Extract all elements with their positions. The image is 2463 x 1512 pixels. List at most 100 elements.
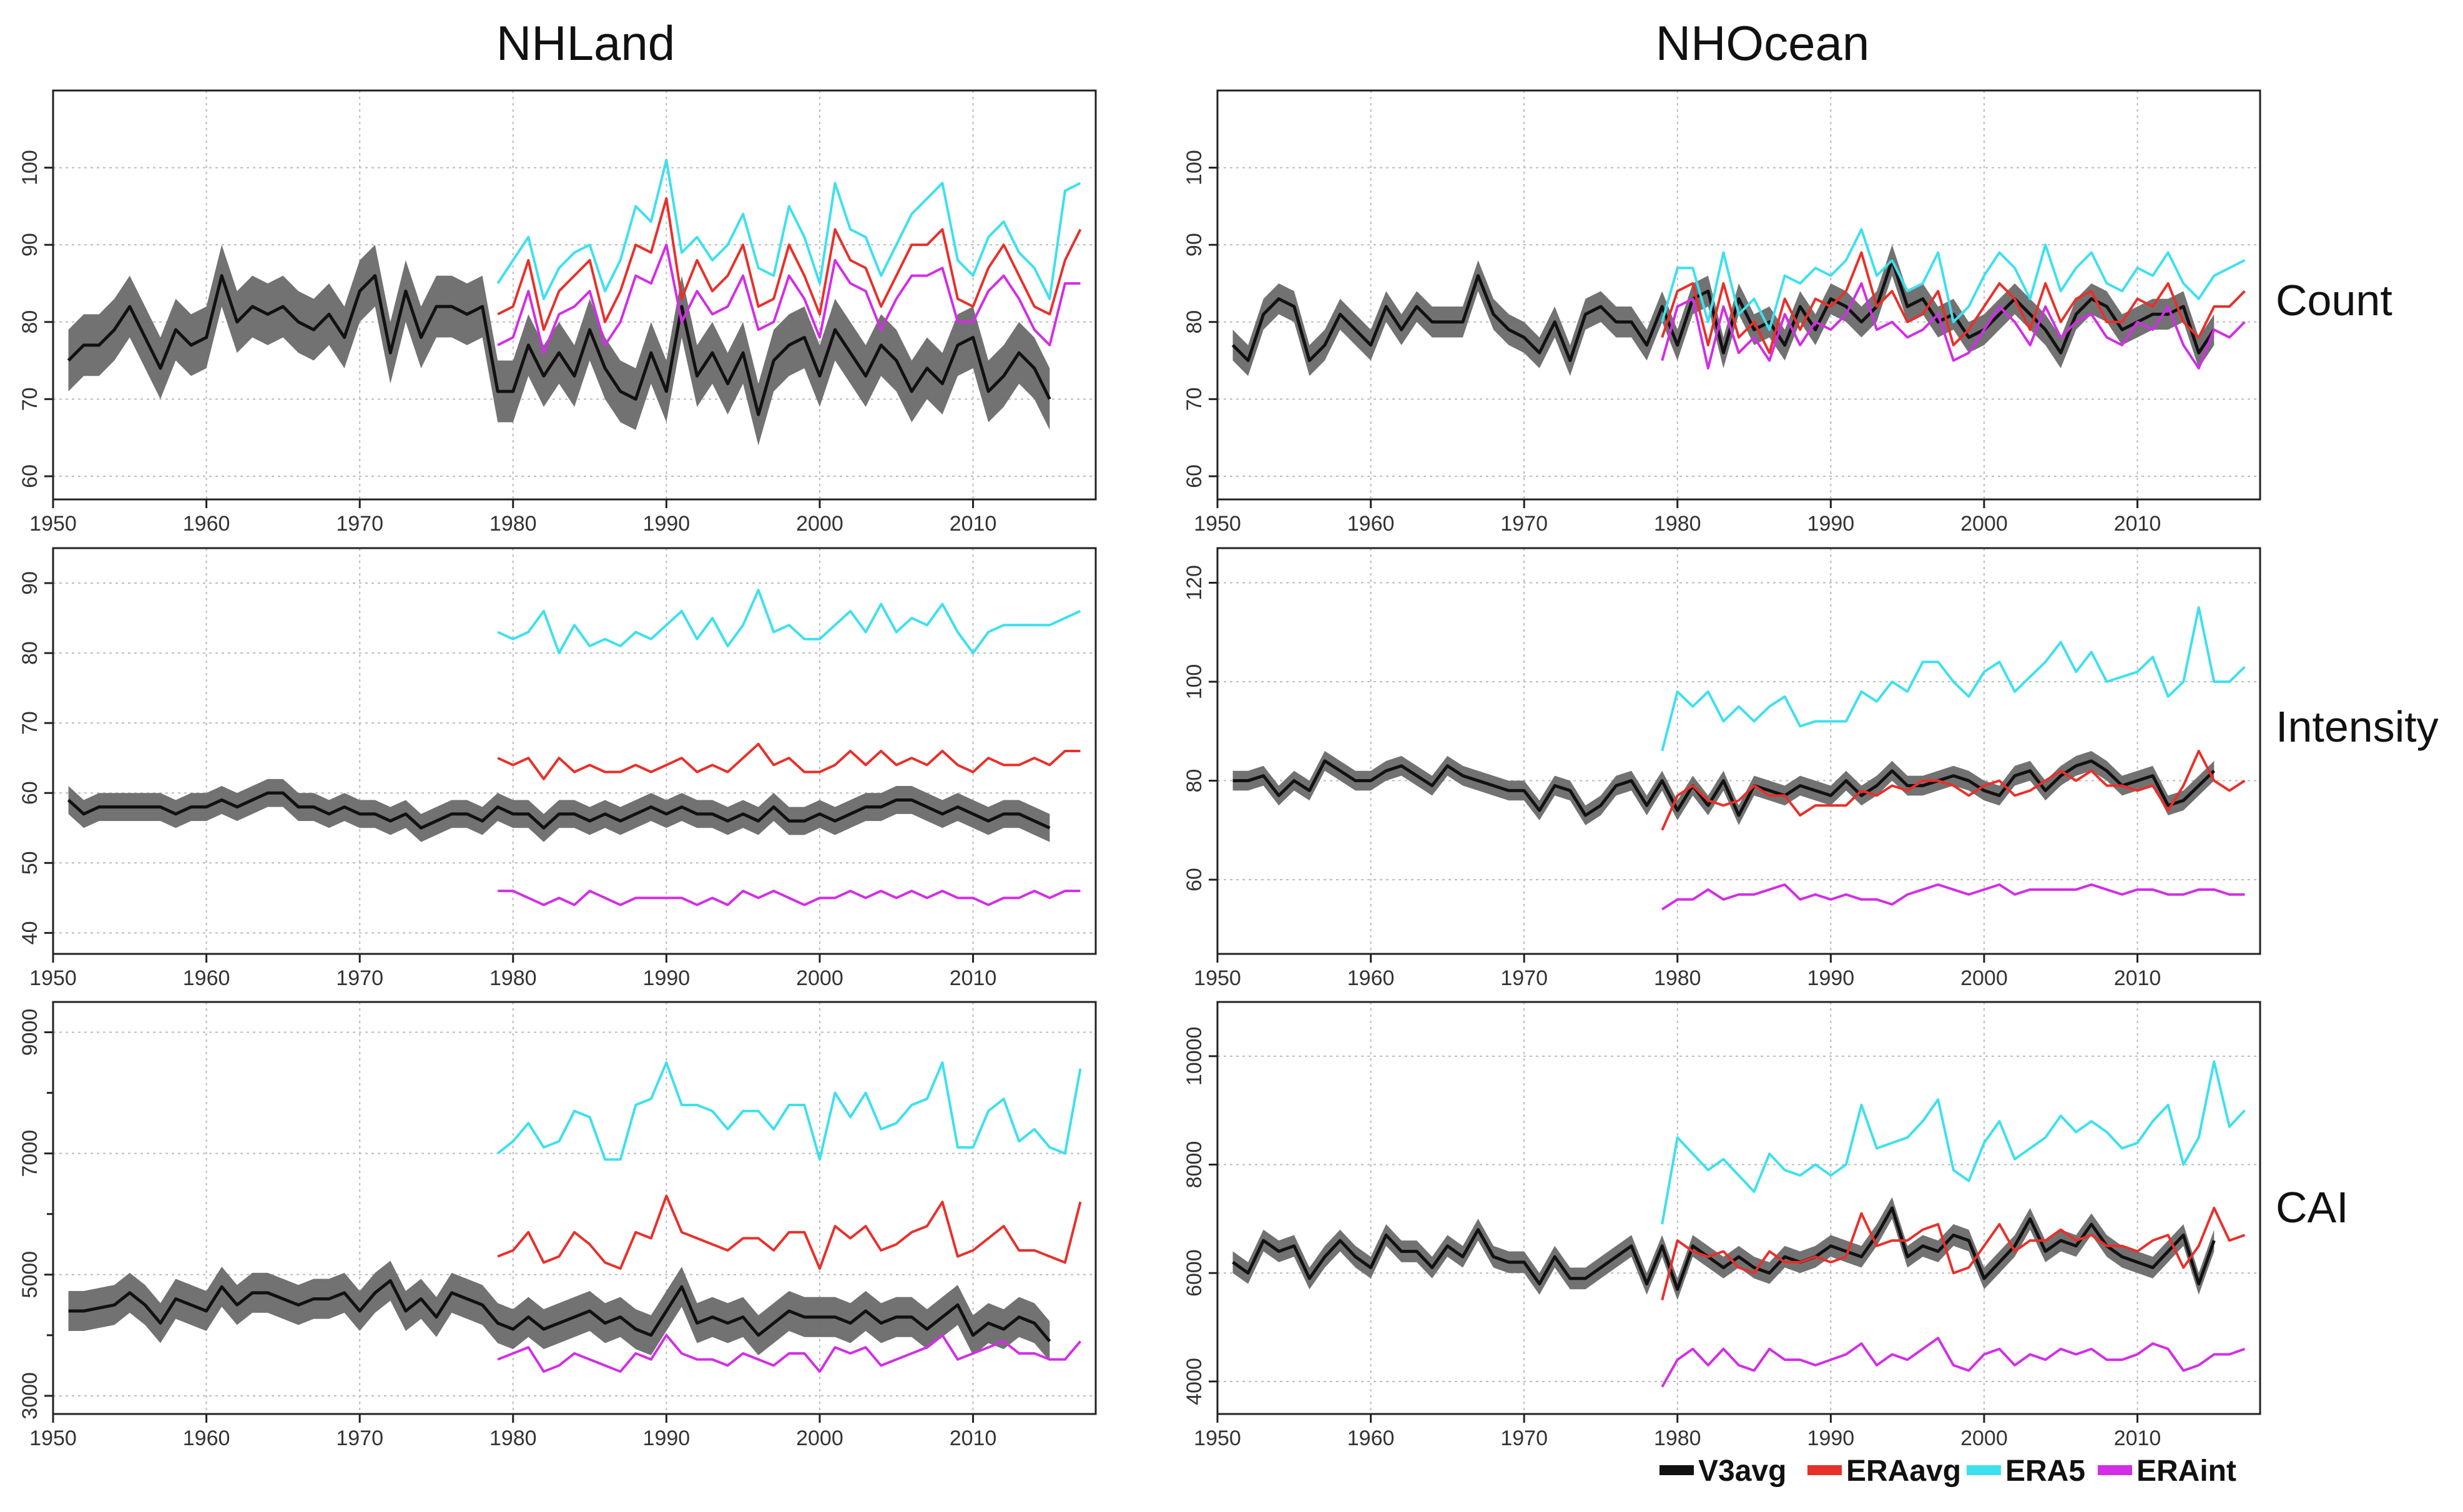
series-line-era5	[1661, 1060, 2246, 1225]
v3avg-uncertainty-band	[68, 245, 1050, 446]
y-tick-label: 80	[1182, 769, 1206, 793]
series-line-v3avg	[67, 274, 1051, 416]
x-tick-label: 1990	[643, 1426, 691, 1450]
x-tick-label: 1970	[336, 512, 383, 536]
legend-label-era5: ERA5	[2005, 1455, 2085, 1488]
column-title-nhocean: NHOcean	[1656, 16, 1869, 71]
series-line-v3avg	[1231, 258, 2216, 363]
x-tick-label: 2010	[2114, 966, 2161, 990]
y-tick-label: 60	[18, 464, 42, 488]
x-tick-label: 1950	[29, 966, 77, 990]
x-tick-label: 2010	[950, 512, 997, 536]
x-tick-label: 2000	[796, 512, 843, 536]
series-line-eraint	[1661, 282, 2246, 370]
x-tick-label: 2000	[1960, 1426, 2008, 1450]
x-tick-label: 1960	[183, 1426, 230, 1450]
y-tick-label: 9000	[18, 1009, 42, 1056]
x-tick-label: 1970	[1500, 1426, 1548, 1450]
row-label-count: Count	[2276, 276, 2392, 325]
plot-frame	[1216, 89, 2261, 501]
panel-nhland-intensity: 1950 1960 1970 1980 1990 2000 2010 40 50 60 70 80 90	[18, 547, 1097, 990]
series-line-eraint	[1661, 883, 2245, 911]
row-label-cai: CAI	[2276, 1183, 2349, 1232]
y-tick-label: 70	[18, 387, 42, 411]
x-tick-label: 2010	[2114, 512, 2161, 536]
series-line-era5	[496, 159, 1081, 300]
panel-nhocean-intensity: 1950 1960 1970 1980 1990 2000 2010 60 80 100 120	[1182, 547, 2261, 990]
y-tick-label: 10000	[1182, 1027, 1206, 1086]
x-tick-label: 2010	[950, 1426, 997, 1450]
series-line-eraint	[497, 243, 1081, 355]
series-line-v3avg	[1232, 759, 2216, 817]
v3avg-uncertainty-band	[68, 1260, 1050, 1362]
y-tick-label: 60	[18, 781, 42, 805]
series-line-eraavg	[497, 1194, 1082, 1270]
legend-label-eraavg: ERAavg	[1846, 1455, 1961, 1488]
series-line-v3avg	[68, 1279, 1051, 1343]
plot-frame	[52, 89, 1097, 501]
row-label-intensity: Intensity	[2276, 702, 2439, 751]
y-tick-label: 100	[1182, 664, 1206, 700]
x-tick-label: 1980	[1654, 966, 1701, 990]
x-tick-label: 1990	[643, 512, 691, 536]
y-tick-label: 80	[18, 310, 42, 334]
x-tick-label: 1960	[183, 512, 230, 536]
x-tick-label: 1960	[1347, 1426, 1395, 1450]
x-tick-label: 1980	[489, 512, 537, 536]
series-line-era5	[1661, 228, 2246, 331]
x-tick-label: 1970	[336, 966, 383, 990]
plot-frame	[1216, 1001, 2261, 1415]
y-tick-label: 90	[18, 571, 42, 595]
x-tick-label: 1980	[489, 966, 537, 990]
y-tick-label: 90	[1182, 233, 1206, 257]
series-line-eraavg	[497, 742, 1081, 780]
plot-frame	[52, 547, 1097, 955]
series-line-eraavg	[1661, 251, 2246, 355]
x-tick-label: 2010	[2114, 1426, 2161, 1450]
x-tick-label: 2000	[1960, 512, 2008, 536]
y-tick-label: 3000	[18, 1372, 42, 1420]
x-tick-label: 1970	[336, 1426, 383, 1450]
x-tick-label: 1960	[1347, 966, 1395, 990]
legend-label-v3avg: V3avg	[1698, 1455, 1786, 1488]
legend-item-era5: ERA5	[1967, 1455, 2085, 1488]
legend-item-eraavg: ERAavg	[1807, 1455, 1961, 1488]
x-tick-label: 2000	[796, 966, 843, 990]
series-line-eraint	[497, 1333, 1081, 1373]
x-tick-label: 2010	[950, 966, 997, 990]
v3avg-uncertainty-band	[68, 778, 1050, 842]
legend-label-eraint: ERAint	[2136, 1455, 2236, 1488]
x-tick-label: 1990	[1807, 966, 1855, 990]
x-tick-label: 1950	[29, 512, 77, 536]
series-line-v3avg	[1232, 1206, 2216, 1291]
column-title-nhland: NHLand	[496, 16, 675, 71]
y-tick-label: 60	[1182, 464, 1206, 488]
y-tick-label: 6000	[1182, 1249, 1206, 1297]
x-tick-label: 1980	[1654, 512, 1701, 536]
v3avg-uncertainty-band	[1232, 751, 2215, 825]
series-line-eraint	[498, 890, 1081, 906]
x-tick-label: 1970	[1500, 512, 1548, 536]
series-line-eraavg	[1661, 750, 2246, 831]
y-tick-label: 100	[18, 150, 42, 185]
x-tick-label: 1990	[1807, 1426, 1855, 1450]
plot-frame	[1216, 547, 2261, 955]
x-tick-label: 2000	[1960, 966, 2008, 990]
panel-nhland-cai: 1950 1960 1970 1980 1990 2000 2010 3000 5000 7000…	[18, 1001, 1097, 1450]
x-tick-label: 1950	[1194, 1426, 1241, 1450]
series-line-eraint	[1661, 1337, 2246, 1388]
series-line-eraavg	[497, 197, 1082, 331]
legend: V3avg ERAavg ERA5 ERAint	[1659, 1455, 2236, 1488]
y-tick-label: 100	[1182, 150, 1206, 185]
y-tick-label: 4000	[1182, 1358, 1206, 1405]
y-tick-label: 60	[1182, 868, 1206, 891]
y-tick-label: 5000	[18, 1251, 42, 1298]
x-tick-label: 1980	[1654, 1426, 1701, 1450]
series-line-era5	[496, 1061, 1082, 1161]
y-tick-label: 50	[18, 851, 42, 875]
x-tick-label: 1970	[1500, 966, 1548, 990]
x-tick-label: 1950	[1194, 512, 1241, 536]
plot-frame	[52, 1001, 1097, 1415]
x-tick-label: 1950	[1194, 966, 1241, 990]
panel-nhocean-count: 1950 1960 1970 1980 1990 2000 2010 60 70 80 90 100	[1182, 89, 2261, 536]
